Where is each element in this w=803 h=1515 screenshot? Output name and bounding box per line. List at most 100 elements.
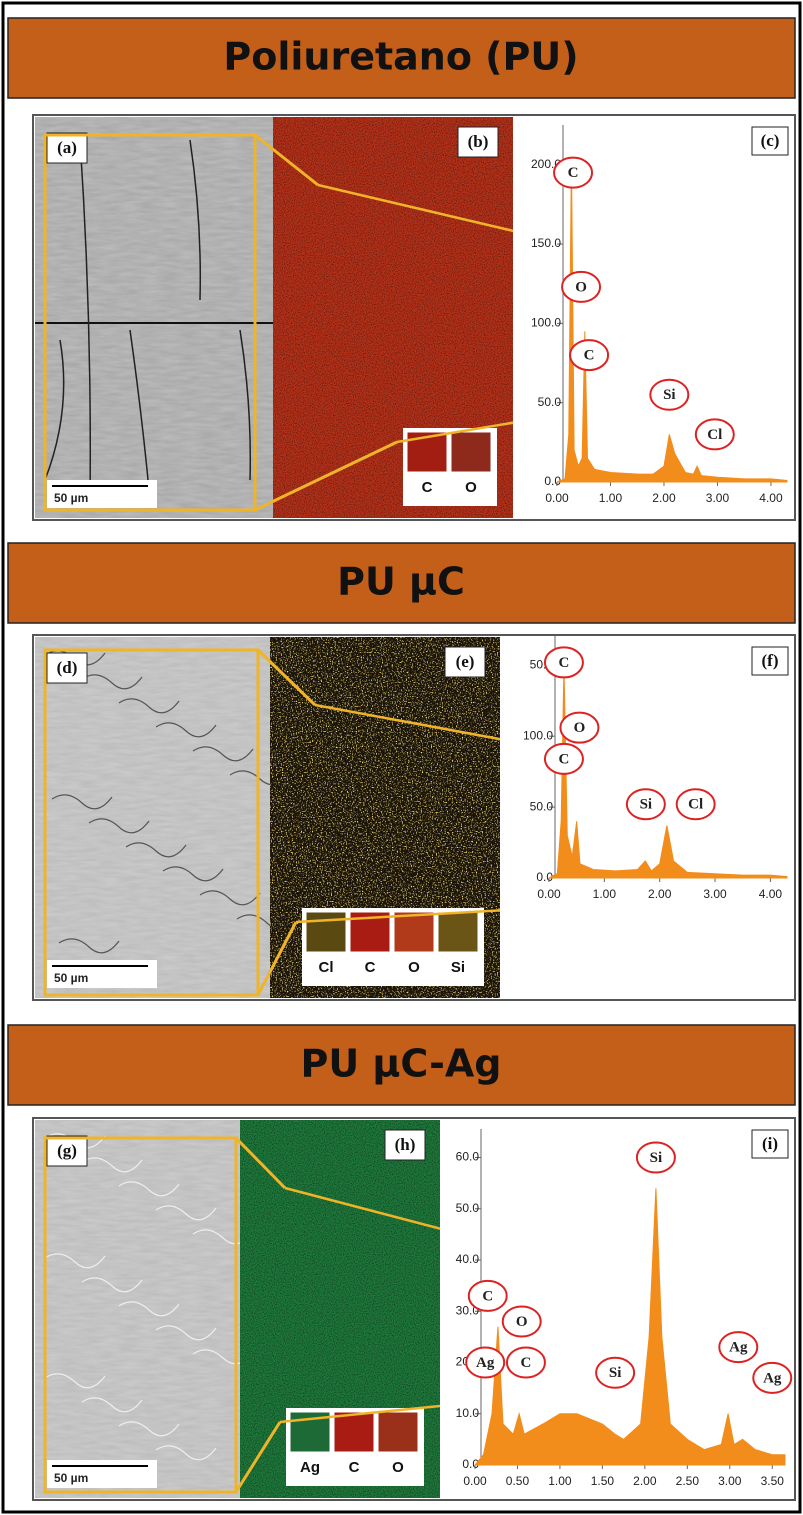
callout-arrow: [314, 703, 530, 746]
x-tick-label: 0.50: [506, 1474, 530, 1488]
peak-label: C: [559, 751, 570, 767]
peak-ellipse: [675, 788, 716, 821]
sem-ridge: [162, 866, 224, 882]
sem-ridge: [81, 674, 143, 690]
spectrum-area: [548, 665, 788, 879]
legend-text: O: [392, 1459, 404, 1476]
callout-arrow: [279, 1403, 456, 1424]
peak-label: C: [482, 1288, 493, 1304]
callout-box: [43, 1136, 238, 1494]
peak-ellipse: [505, 1346, 546, 1379]
chart-title: (c): [761, 131, 780, 150]
callout-arrow: [317, 183, 538, 238]
peak-label: C: [521, 1355, 532, 1371]
sem-ridge: [155, 1205, 217, 1221]
x-tick-label: 3.00: [718, 1474, 742, 1488]
legend-text: Cl: [319, 959, 334, 976]
scale-text: 50 µm: [54, 1471, 88, 1485]
sem-ridge: [199, 890, 261, 906]
label-box: [384, 1129, 426, 1161]
peak-label: O: [575, 279, 587, 295]
sem-texture: [35, 637, 270, 998]
sem-ridge: [155, 1445, 217, 1461]
sem-ridge: [81, 1277, 143, 1293]
peak-ellipse: [543, 646, 584, 679]
peak-label: Ag: [476, 1355, 495, 1371]
sem-crack: [129, 329, 151, 501]
sem-ridge: [155, 722, 217, 738]
sem-crack: [239, 329, 252, 481]
sem-crack: [189, 139, 202, 301]
callout-arrow: [254, 440, 398, 512]
legend-swatch: [393, 911, 435, 953]
sem-ridge: [44, 1253, 106, 1269]
sem-ridge: [51, 794, 113, 810]
peak-ellipse: [635, 1141, 676, 1174]
header-bar: [7, 17, 796, 99]
legend-text: Ag: [300, 1459, 320, 1476]
sem-ridge: [192, 746, 254, 762]
legend-text: C: [422, 479, 433, 496]
x-tick-label: 4.00: [759, 491, 783, 505]
x-tick-label: 2.00: [652, 491, 676, 505]
sem-label: (g): [57, 1141, 77, 1160]
y-tick-label: 40.0: [456, 1252, 480, 1266]
spectrum-area: [556, 156, 788, 483]
peak-ellipse: [718, 1331, 759, 1364]
sem-texture: [35, 117, 273, 518]
legend-swatch: [305, 911, 347, 953]
legend-text: Si: [451, 959, 465, 976]
spectrum-area: [473, 1188, 786, 1466]
sem-ridge: [88, 818, 150, 834]
sem-ridge: [118, 1181, 180, 1197]
sem-ridge: [155, 1325, 217, 1341]
label-box: [444, 646, 486, 678]
header-bar: [7, 542, 796, 624]
legend-swatch: [450, 431, 492, 473]
peak-ellipse: [561, 270, 602, 303]
peak-label: Si: [650, 1150, 663, 1166]
legend-text: C: [349, 1459, 360, 1476]
sem-texture: [35, 1120, 240, 1498]
y-tick-label: 150.0: [531, 236, 561, 250]
callout-arrow: [256, 921, 298, 996]
peak-label: Cl: [707, 427, 722, 443]
sem-ridge: [118, 698, 180, 714]
x-tick-label: 2.50: [676, 1474, 700, 1488]
panel-title: PU µC-Ag: [300, 1042, 501, 1086]
x-tick-label: 3.50: [761, 1474, 785, 1488]
peak-ellipse: [569, 339, 610, 372]
header-bar: [7, 1024, 796, 1106]
peak-ellipse: [625, 788, 666, 821]
legend-text: C: [365, 959, 376, 976]
x-tick-label: 1.00: [548, 1474, 572, 1488]
peak-label: Si: [640, 797, 653, 813]
sem-crack: [44, 339, 65, 481]
callout-box: [43, 648, 260, 997]
peak-label: Ag: [729, 1340, 748, 1356]
callout-arrow: [295, 907, 530, 924]
peak-label: Si: [609, 1365, 622, 1381]
x-tick-label: 2.00: [633, 1474, 657, 1488]
callout-arrow: [284, 1186, 456, 1234]
sem-ridge: [44, 1373, 106, 1389]
map-label: (b): [468, 132, 489, 151]
label-box: [751, 646, 789, 676]
sem-ridge: [81, 1397, 143, 1413]
x-tick-label: 2.00: [648, 887, 672, 901]
y-tick-label: 10.0: [456, 1406, 480, 1420]
peak-label: C: [559, 655, 570, 671]
peak-label: O: [574, 720, 586, 736]
scale-box: [47, 480, 157, 508]
sem-ridge: [81, 1157, 143, 1173]
legend-text: O: [465, 479, 477, 496]
map-label: (e): [456, 652, 475, 671]
y-tick-label: 100.0: [523, 728, 553, 742]
y-tick-label: 50.0: [456, 1201, 480, 1215]
scale-box: [47, 960, 157, 988]
peak-ellipse: [553, 156, 594, 189]
x-tick-label: 1.00: [599, 491, 623, 505]
peak-label: Si: [663, 387, 676, 403]
